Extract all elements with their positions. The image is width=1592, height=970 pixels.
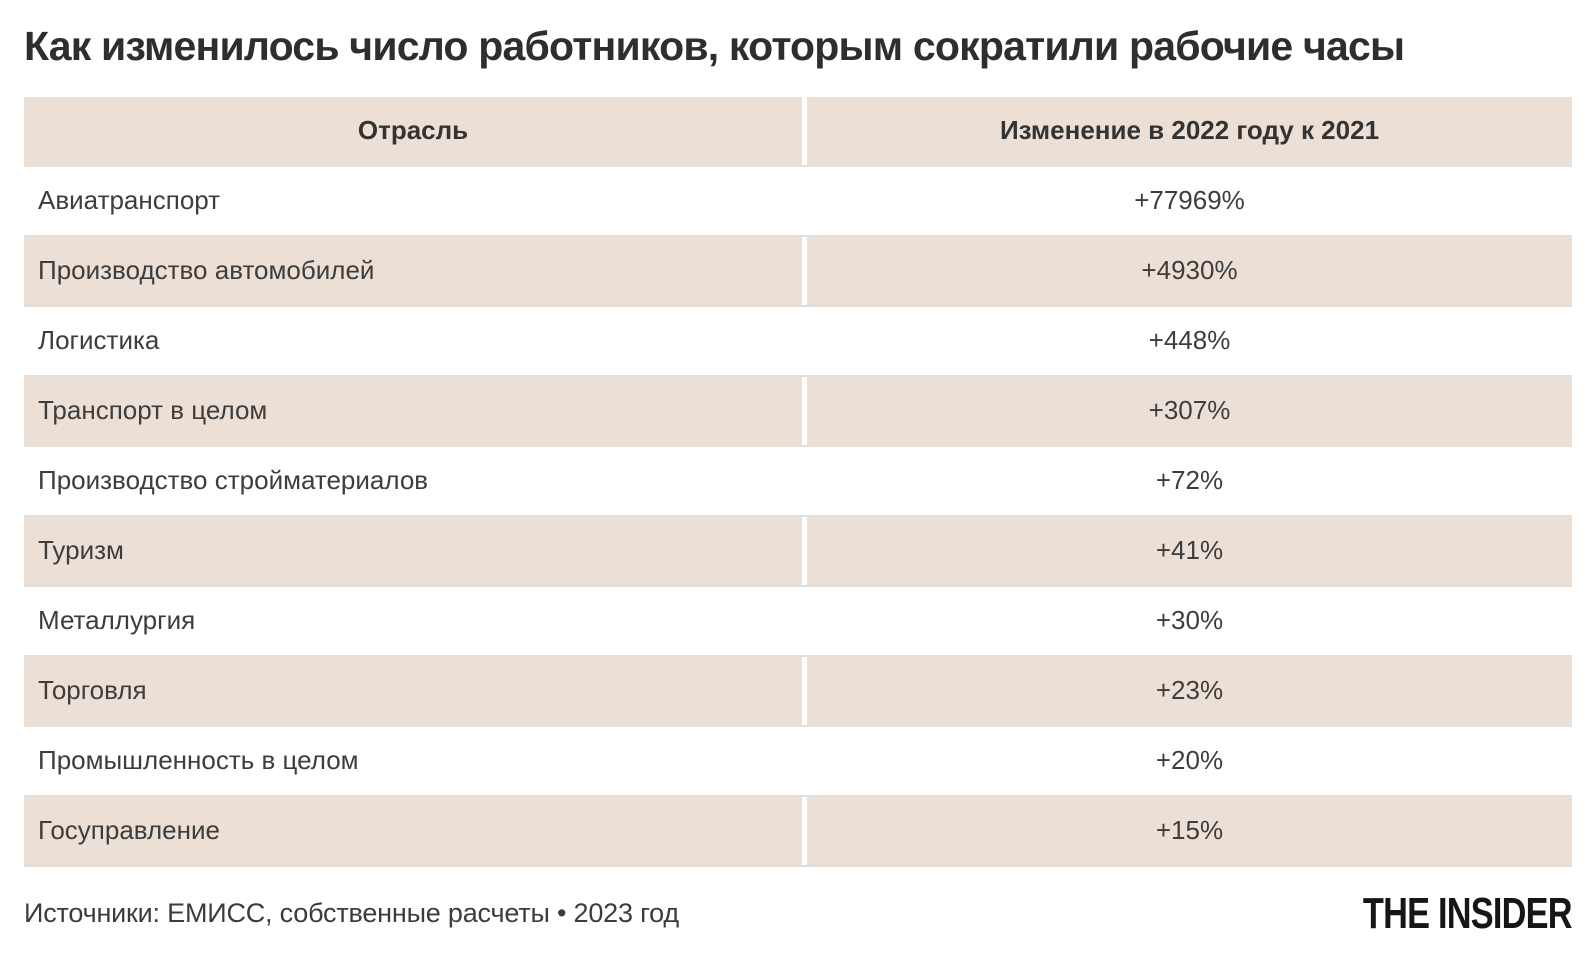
footer: Источники: ЕМИСС, собственные расчеты • … bbox=[24, 888, 1573, 939]
change-cell: +307% bbox=[807, 376, 1572, 445]
page-title: Как изменилось число работников, которым… bbox=[24, 23, 1405, 69]
brand-logo: THE INSIDER bbox=[1363, 888, 1573, 938]
table-row: Торговля +23% bbox=[24, 656, 1572, 727]
change-cell: +15% bbox=[807, 796, 1572, 865]
data-table: Отрасль Изменение в 2022 году к 2021 Ави… bbox=[24, 96, 1572, 867]
industry-cell: Туризм bbox=[24, 516, 802, 585]
table-header-row: Отрасль Изменение в 2022 году к 2021 bbox=[24, 96, 1572, 167]
table-row: Авиатранспорт +77969% bbox=[24, 166, 1572, 237]
change-cell: +41% bbox=[807, 516, 1572, 585]
industry-cell: Промышленность в целом bbox=[24, 726, 802, 795]
change-cell: +30% bbox=[807, 586, 1572, 655]
change-cell: +4930% bbox=[807, 236, 1572, 305]
change-cell: +72% bbox=[807, 446, 1572, 515]
table-row: Металлургия +30% bbox=[24, 586, 1572, 657]
industry-cell: Транспорт в целом bbox=[24, 376, 802, 445]
industry-cell: Логистика bbox=[24, 306, 802, 375]
industry-cell: Производство автомобилей bbox=[24, 236, 802, 305]
column-header-industry: Отрасль bbox=[24, 96, 802, 165]
industry-cell: Производство стройматериалов bbox=[24, 446, 802, 515]
change-cell: +77969% bbox=[807, 166, 1572, 235]
industry-cell: Госуправление bbox=[24, 796, 802, 865]
industry-cell: Торговля bbox=[24, 656, 802, 725]
table-row: Госуправление +15% bbox=[24, 796, 1572, 867]
table-row: Транспорт в целом +307% bbox=[24, 376, 1572, 447]
change-cell: +23% bbox=[807, 656, 1572, 725]
change-cell: +448% bbox=[807, 306, 1572, 375]
table-row: Производство стройматериалов +72% bbox=[24, 446, 1572, 517]
change-cell: +20% bbox=[807, 726, 1572, 795]
table-row: Логистика +448% bbox=[24, 306, 1572, 377]
source-note: Источники: ЕМИСС, собственные расчеты • … bbox=[24, 898, 679, 929]
column-header-change: Изменение в 2022 году к 2021 bbox=[807, 96, 1572, 165]
table-row: Промышленность в целом +20% bbox=[24, 726, 1572, 797]
industry-cell: Металлургия bbox=[24, 586, 802, 655]
table-row: Туризм +41% bbox=[24, 516, 1572, 587]
industry-cell: Авиатранспорт bbox=[24, 166, 802, 235]
table-row: Производство автомобилей +4930% bbox=[24, 236, 1572, 307]
